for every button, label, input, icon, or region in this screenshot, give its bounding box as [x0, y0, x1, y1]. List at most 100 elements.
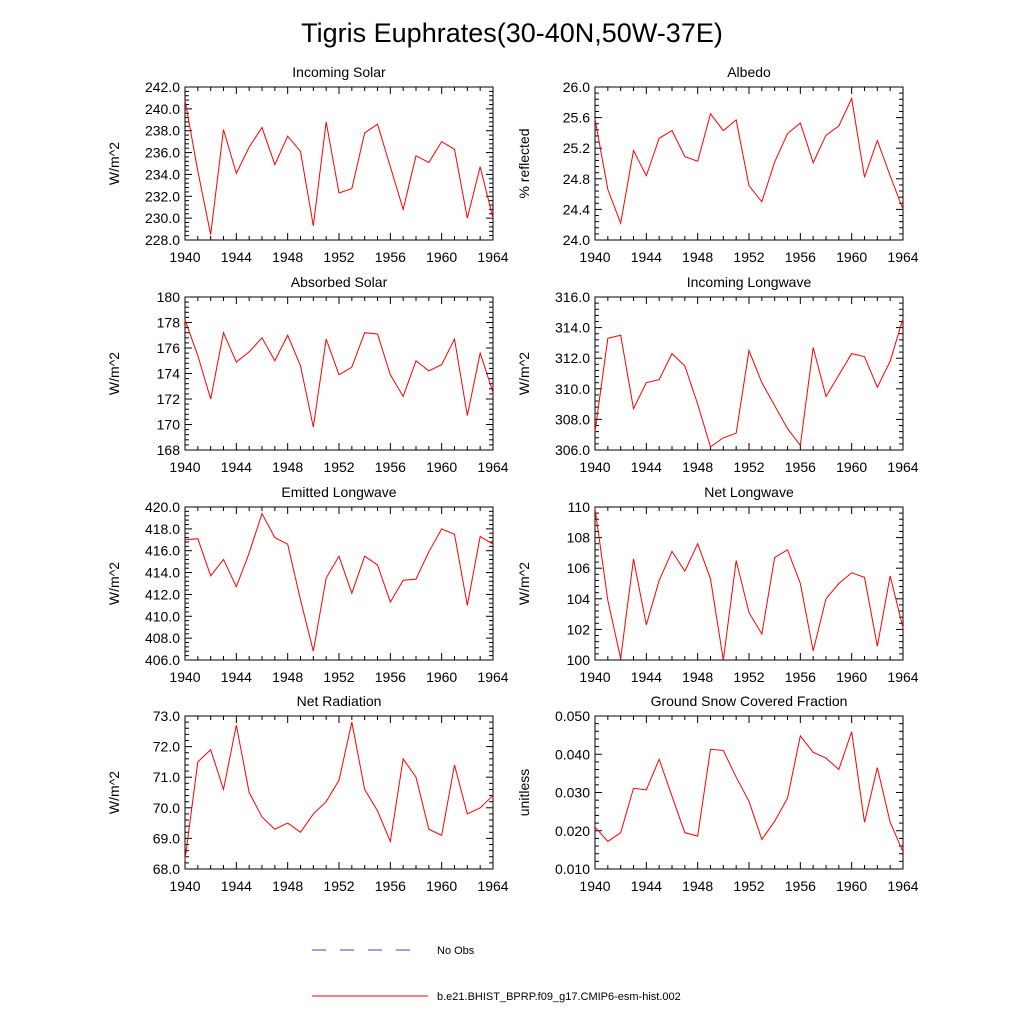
- x-tick-label: 1960: [836, 459, 867, 475]
- y-tick-label: 174: [157, 366, 181, 382]
- plot-frame: [184, 715, 494, 870]
- y-tick-label: 0.050: [555, 708, 590, 724]
- panel-absorbed-solar: Absorbed Solar W/m^2 1940 1944 1948 1952 1956 1…: [106, 274, 509, 475]
- x-tick-label: 1956: [785, 669, 816, 685]
- series-line-albedo: [594, 96, 904, 226]
- x-tick-label: 1944: [221, 459, 252, 475]
- panel-title: Absorbed Solar: [291, 274, 388, 290]
- panel-incoming-solar: Incoming Solar W/m^2 1940 1944 1948 1952 1956 1…: [106, 64, 509, 265]
- panel-ground-snow-covered-fraction: Ground Snow Covered Fraction unitless 1940…: [516, 693, 919, 894]
- x-tick-label: 1964: [477, 249, 508, 265]
- y-tick-label: 100: [567, 652, 591, 668]
- y-tick-label: 412.0: [145, 586, 180, 602]
- panel-net-longwave: Net Longwave W/m^2 1940 1944 1948 1952 1956 196…: [516, 484, 919, 685]
- y-tick-label: 73.0: [153, 708, 180, 724]
- x-tick-label: 1964: [887, 249, 918, 265]
- x-tick-label: 1944: [221, 249, 252, 265]
- y-axis-label: W/m^2: [106, 142, 122, 185]
- x-tick-label: 1960: [836, 669, 867, 685]
- y-tick-label: 71.0: [153, 769, 180, 785]
- legend: No Obs b.e21.BHIST_BPRP.f09_g17.CMIP6-es…: [312, 945, 681, 1003]
- series-line-emitted-longwave: [184, 512, 494, 652]
- x-tick-label: 1964: [477, 878, 508, 894]
- x-tick-label: 1952: [323, 249, 354, 265]
- panel-title: Albedo: [727, 64, 771, 80]
- x-tick-label: 1952: [323, 878, 354, 894]
- y-tick-label: 24.8: [563, 171, 590, 187]
- x-tick-label: 1964: [887, 669, 918, 685]
- y-tick-label: 170: [157, 417, 181, 433]
- panel-title: Incoming Solar: [292, 64, 386, 80]
- panel-emitted-longwave: Emitted Longwave W/m^2 1940 1944 1948 1952 195…: [106, 484, 509, 685]
- x-tick-label: 1964: [887, 878, 918, 894]
- y-tick-label: 24.0: [563, 232, 590, 248]
- series-line-ground-snow-covered-fraction: [594, 731, 904, 852]
- y-tick-label: 310.0: [555, 381, 590, 397]
- x-tick-label: 1952: [323, 669, 354, 685]
- plot-frame: [184, 506, 494, 661]
- x-tick-label: 1956: [375, 459, 406, 475]
- y-tick-label: 306.0: [555, 442, 590, 458]
- legend-obs-label: No Obs: [437, 945, 475, 957]
- y-tick-label: 106: [567, 560, 591, 576]
- x-tick-label: 1944: [631, 669, 662, 685]
- y-tick-label: 230.0: [145, 210, 180, 226]
- y-tick-label: 410.0: [145, 608, 180, 624]
- y-tick-label: 240.0: [145, 101, 180, 117]
- x-tick-label: 1944: [221, 878, 252, 894]
- x-tick-label: 1948: [682, 878, 713, 894]
- x-tick-label: 1944: [221, 669, 252, 685]
- y-tick-label: 168: [157, 442, 181, 458]
- y-tick-label: 25.2: [563, 140, 590, 156]
- panel-title: Emitted Longwave: [281, 484, 396, 500]
- y-axis-label: W/m^2: [516, 562, 532, 605]
- panel-title: Ground Snow Covered Fraction: [651, 693, 848, 709]
- series-line-absorbed-solar: [184, 319, 494, 428]
- panel-grid: Incoming Solar W/m^2 1940 1944 1948 1952 1956 1…: [106, 64, 919, 894]
- y-tick-label: 236.0: [145, 145, 180, 161]
- x-tick-label: 1944: [631, 459, 662, 475]
- y-tick-label: 242.0: [145, 79, 180, 95]
- panel-net-radiation: Net Radiation W/m^2 1940 1944 1948 1952 1956 19…: [106, 693, 509, 894]
- x-tick-label: 1940: [169, 459, 200, 475]
- y-tick-label: 178: [157, 315, 181, 331]
- x-tick-label: 1964: [887, 459, 918, 475]
- series-line-incoming-solar: [184, 100, 494, 235]
- x-tick-label: 1948: [272, 669, 303, 685]
- y-tick-label: 232.0: [145, 188, 180, 204]
- x-tick-label: 1948: [682, 459, 713, 475]
- y-tick-label: 418.0: [145, 521, 180, 537]
- y-tick-label: 228.0: [145, 232, 180, 248]
- panel-albedo: Albedo % reflected 1940 1944 1948 1952 1956 196…: [516, 64, 919, 265]
- panel-title: Net Radiation: [297, 693, 382, 709]
- x-tick-label: 1952: [323, 459, 354, 475]
- x-tick-label: 1956: [375, 669, 406, 685]
- series-line-net-longwave: [594, 508, 904, 661]
- y-tick-label: 0.020: [555, 823, 590, 839]
- x-tick-label: 1940: [169, 669, 200, 685]
- x-tick-label: 1964: [477, 459, 508, 475]
- y-axis-label: W/m^2: [106, 562, 122, 605]
- x-tick-label: 1940: [579, 878, 610, 894]
- y-tick-label: 69.0: [153, 830, 180, 846]
- y-tick-label: 234.0: [145, 166, 180, 182]
- y-tick-label: 176: [157, 340, 181, 356]
- y-axis-label: W/m^2: [106, 352, 122, 395]
- y-tick-label: 416.0: [145, 543, 180, 559]
- plot-frame: [594, 296, 904, 451]
- y-tick-label: 24.4: [563, 201, 590, 217]
- x-tick-label: 1960: [426, 878, 457, 894]
- y-tick-label: 420.0: [145, 499, 180, 515]
- x-tick-label: 1948: [682, 669, 713, 685]
- plot-frame: [184, 86, 494, 241]
- x-tick-label: 1956: [375, 249, 406, 265]
- x-tick-label: 1956: [785, 459, 816, 475]
- x-tick-label: 1960: [836, 249, 867, 265]
- x-tick-label: 1944: [631, 878, 662, 894]
- x-tick-label: 1940: [169, 249, 200, 265]
- y-tick-label: 408.0: [145, 630, 180, 646]
- plot-frame: [594, 506, 904, 661]
- y-tick-label: 0.010: [555, 861, 590, 877]
- y-axis-label: W/m^2: [106, 771, 122, 814]
- x-tick-label: 1960: [836, 878, 867, 894]
